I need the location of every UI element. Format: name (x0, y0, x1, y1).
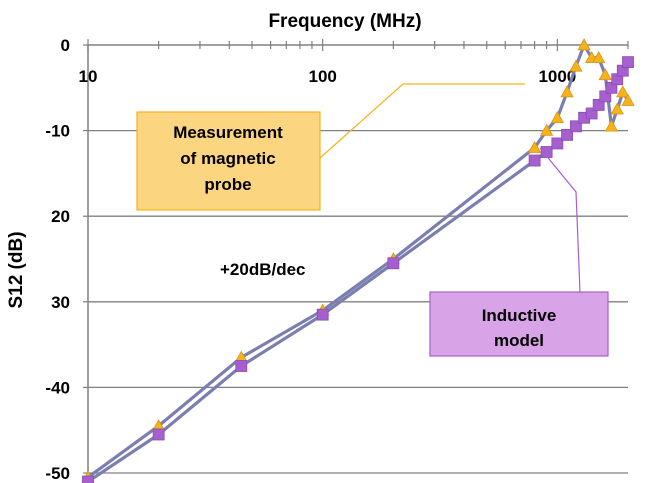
square-marker (551, 137, 564, 150)
square-marker (561, 128, 573, 141)
triangle-marker (569, 59, 583, 72)
measurement-leader-line (319, 83, 525, 159)
inductive-callout-line-2: model (494, 331, 544, 350)
triangle-marker (539, 123, 554, 136)
triangle-marker (621, 93, 635, 106)
triangle-marker (527, 140, 542, 153)
triangle-marker (577, 38, 591, 51)
y-tick-label: 20 (51, 207, 70, 226)
slope-label-backdrop (215, 252, 350, 286)
series-lines (87, 43, 630, 483)
square-marker (152, 428, 165, 441)
inductive-leader-line (539, 147, 581, 293)
measurement-callout-line-1: Measurement (173, 123, 283, 142)
axes (87, 44, 628, 473)
x-tick-label: 100 (308, 67, 336, 86)
triangle-marker (560, 85, 574, 98)
square-marker (235, 360, 248, 372)
measurement-callout: Measurement of magnetic probe (136, 111, 321, 211)
square-marker (82, 475, 94, 483)
triangle-marker (550, 110, 565, 123)
square-marker (387, 257, 400, 270)
inductive-callout-box (429, 291, 609, 357)
square-marker (599, 90, 612, 103)
square-marker (570, 120, 582, 133)
y-tick-label: -50 (45, 464, 70, 483)
triangle-marker (610, 102, 624, 115)
square-marker (622, 56, 634, 69)
triangle-marker (591, 51, 606, 64)
measurement-callout-line-2: of magnetic (180, 149, 275, 168)
slope-annotation: +20dB/dec (220, 260, 306, 279)
series-markers (81, 38, 635, 483)
grid-lines (88, 129, 628, 474)
x-axis-title: Frequency (MHz) (268, 11, 421, 32)
square-marker (585, 107, 598, 120)
measurement-callout-box (136, 111, 321, 211)
square-marker (316, 308, 329, 321)
square-marker (540, 146, 553, 158)
y-tick-label: 0 (61, 36, 70, 55)
y-tick-label: -10 (45, 122, 70, 141)
series-line-triangle (87, 43, 630, 479)
triangle-marker (604, 119, 619, 132)
x-minor-ticks (83, 39, 629, 474)
y-tick-label: -40 (45, 378, 70, 397)
measurement-callout-line-3: probe (204, 175, 251, 194)
y-axis-title: S12 (dB) (6, 231, 27, 308)
y-tick-label: 30 (51, 293, 70, 312)
x-tick-label: 10 (79, 67, 98, 86)
square-marker (592, 99, 605, 111)
callout-leaders (319, 83, 581, 293)
inductive-callout: Inductive model (429, 291, 609, 357)
square-marker (528, 154, 541, 167)
triangle-marker (616, 85, 630, 98)
inductive-callout-line-1: Inductive (482, 306, 557, 325)
tick-labels: 10 100 1000 0 -10 20 30 -40 -50 (45, 36, 576, 483)
x-tick-label: 1000 (538, 67, 576, 86)
triangle-marker (598, 68, 612, 81)
